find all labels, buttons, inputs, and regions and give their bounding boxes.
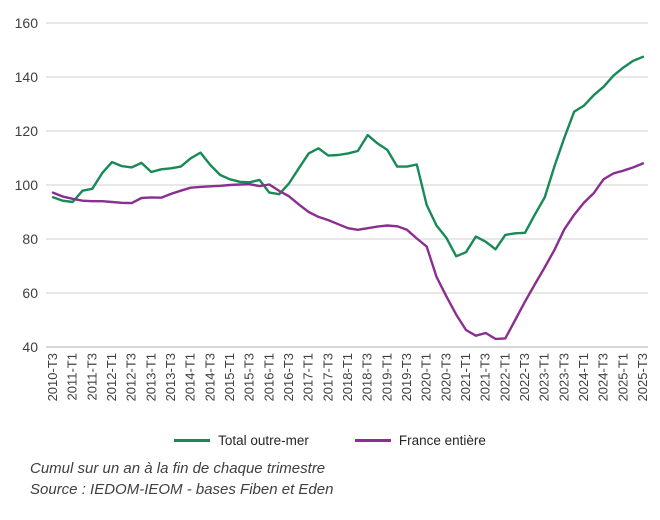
- line-chart: 40 60 80 100 120 140 160 2010-T3 2011-T1 2011-T3 2…: [15, 15, 650, 401]
- svg-text:2022-T1: 2022-T1: [497, 353, 512, 401]
- legend-label: Total outre-mer: [218, 433, 309, 448]
- svg-text:2020-T3: 2020-T3: [438, 353, 453, 401]
- chart-caption: Cumul sur un an à la fin de chaque trime…: [30, 458, 630, 500]
- chart-legend: Total outre-mer France entière: [0, 433, 660, 448]
- svg-text:2012-T3: 2012-T3: [124, 353, 139, 401]
- svg-text:2012-T1: 2012-T1: [104, 353, 119, 401]
- svg-text:2017-T3: 2017-T3: [320, 353, 335, 401]
- svg-text:2024-T3: 2024-T3: [596, 353, 611, 401]
- svg-text:2019-T1: 2019-T1: [379, 353, 394, 401]
- svg-text:2015-T3: 2015-T3: [242, 353, 257, 401]
- svg-text:100: 100: [15, 177, 39, 193]
- svg-text:2025-T1: 2025-T1: [615, 353, 630, 401]
- svg-text:2025-T3: 2025-T3: [635, 353, 650, 401]
- legend-label: France entière: [398, 433, 486, 448]
- svg-text:2016-T1: 2016-T1: [261, 353, 276, 401]
- caption-line-1: Cumul sur un an à la fin de chaque trime…: [30, 460, 326, 477]
- svg-text:2019-T3: 2019-T3: [399, 353, 414, 401]
- svg-text:2011-T1: 2011-T1: [65, 353, 80, 400]
- svg-text:2013-T1: 2013-T1: [143, 353, 158, 401]
- svg-text:60: 60: [22, 285, 38, 301]
- svg-text:80: 80: [22, 231, 38, 247]
- svg-text:160: 160: [15, 15, 39, 31]
- chart-canvas: 40 60 80 100 120 140 160 2010-T3 2011-T1 2011-T3 2…: [15, 15, 650, 401]
- caption-line-2: Source : IEDOM-IEOM - bases Fiben et Ede…: [30, 481, 334, 498]
- svg-text:2015-T1: 2015-T1: [222, 353, 237, 401]
- svg-text:2021-T3: 2021-T3: [478, 353, 493, 401]
- svg-text:2021-T1: 2021-T1: [458, 353, 473, 401]
- svg-text:120: 120: [15, 123, 39, 139]
- legend-item-france-entiere: France entière: [354, 433, 486, 448]
- svg-text:2020-T1: 2020-T1: [419, 353, 434, 401]
- svg-text:2018-T3: 2018-T3: [360, 353, 375, 401]
- svg-text:2014-T3: 2014-T3: [202, 353, 217, 401]
- legend-line-swatch-green: [174, 439, 211, 442]
- svg-text:2010-T3: 2010-T3: [45, 353, 60, 401]
- svg-text:2014-T1: 2014-T1: [183, 353, 198, 401]
- svg-text:2016-T3: 2016-T3: [281, 353, 296, 401]
- svg-text:2024-T1: 2024-T1: [576, 353, 591, 401]
- svg-text:2022-T3: 2022-T3: [517, 353, 532, 401]
- svg-text:140: 140: [15, 69, 39, 85]
- svg-text:2023-T3: 2023-T3: [556, 353, 571, 401]
- svg-text:2023-T1: 2023-T1: [537, 353, 552, 401]
- svg-text:2018-T1: 2018-T1: [340, 353, 355, 401]
- svg-text:40: 40: [22, 339, 38, 355]
- svg-text:2011-T3: 2011-T3: [84, 353, 99, 400]
- svg-text:2017-T1: 2017-T1: [301, 353, 316, 401]
- svg-text:2013-T3: 2013-T3: [163, 353, 178, 401]
- legend-line-swatch-purple: [354, 439, 391, 442]
- legend-item-total-outre-mer: Total outre-mer: [174, 433, 309, 448]
